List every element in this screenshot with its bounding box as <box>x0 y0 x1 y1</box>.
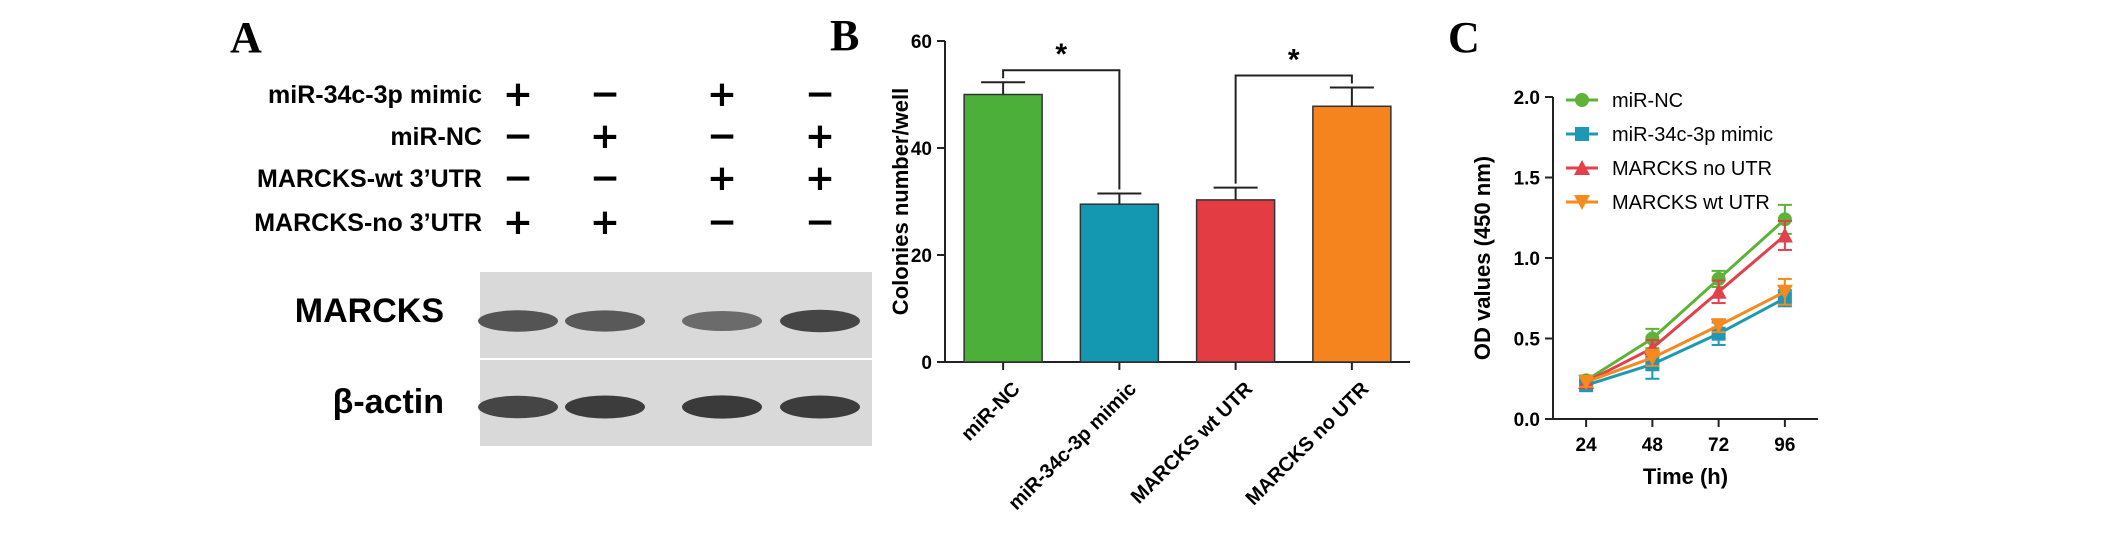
blot-band <box>478 395 558 419</box>
y-axis-label: OD values (450 nm) <box>1470 156 1495 360</box>
x-tick-label: miR-34c-3p mimic <box>1004 378 1141 515</box>
y-tick-label: 0.5 <box>1514 330 1541 351</box>
treatment-sign: + <box>707 158 737 199</box>
series-line <box>1585 290 1786 384</box>
legend-entry: MARCKS wt UTR <box>1612 192 1770 214</box>
marker-circle <box>1645 331 1660 346</box>
treatment-sign: − <box>805 202 835 243</box>
marker-triangle-down <box>1776 284 1793 300</box>
significance-bracket <box>1002 69 1121 190</box>
y-tick-label: 0.0 <box>1514 410 1540 431</box>
x-tick-label: 96 <box>1774 435 1795 456</box>
blot-label: MARCKS <box>295 292 444 330</box>
y-tick-label: 1.5 <box>1514 169 1541 190</box>
series-0 <box>1579 203 1792 388</box>
series-line <box>1585 296 1786 387</box>
legend-entry: miR-NC <box>1612 90 1683 112</box>
treatment-sign: + <box>590 116 620 157</box>
blot-band <box>565 310 645 332</box>
treatment-sign: − <box>805 74 835 115</box>
legend-entry: MARCKS no UTR <box>1612 158 1772 180</box>
x-tick-label: MARCKS no UTR <box>1242 378 1374 510</box>
treatment-row-label: miR-34c-3p mimic <box>268 81 482 109</box>
treatment-sign: + <box>805 158 835 199</box>
panel-b-bar-chart: B 0 20 40 60 Colonies number/well miR-NCmiR-3… <box>830 11 1410 515</box>
treatment-sign: − <box>503 116 533 157</box>
x-axis-label: Time (h) <box>1643 464 1728 489</box>
marker-square <box>1711 326 1726 341</box>
treatment-sign: − <box>503 158 533 199</box>
treatment-sign: + <box>503 74 533 115</box>
treatment-row-label: miR-NC <box>390 123 482 151</box>
treatment-sign: − <box>590 74 620 115</box>
marker-triangle-down <box>1644 350 1661 366</box>
significance-star: * <box>1055 38 1067 71</box>
series-3 <box>1578 277 1793 390</box>
treatment-sign: + <box>805 116 835 157</box>
blot-band <box>478 310 558 332</box>
treatment-row-label: MARCKS-wt 3’UTR <box>257 165 482 193</box>
panel-a: A miR-34c-3p mimic + − + −miR-NC − + − +MARCKS-w… <box>230 13 872 446</box>
y-axis-label: Colonies number/well <box>888 88 913 315</box>
marker-circle <box>1711 271 1726 286</box>
x-tick-label: MARCKS wt UTR <box>1127 378 1258 509</box>
panel-c-line-chart: C 0.0 0.5 1.0 1.5 2.0 24 48 72 96 Time (h) OD valu… <box>1448 13 1818 489</box>
y-tick-label: 1.0 <box>1514 249 1540 270</box>
treatment-sign: + <box>707 74 737 115</box>
panel-a-western-blot: MARCKS β-actin <box>295 272 872 446</box>
panel-c-letter: C <box>1448 13 1480 62</box>
panel-b-letter: B <box>830 11 859 60</box>
x-tick-label: 72 <box>1708 435 1729 456</box>
series-line <box>1585 218 1786 382</box>
y-tick-label: 2.0 <box>1514 88 1540 109</box>
bar <box>1195 199 1276 363</box>
significance-bracket <box>1234 74 1353 184</box>
bar <box>963 93 1043 363</box>
x-tick-label: 24 <box>1576 435 1598 456</box>
blot-band <box>780 309 860 333</box>
bar <box>1312 105 1392 363</box>
x-tick-label: 48 <box>1642 435 1663 456</box>
marker-triangle-down <box>1710 318 1727 334</box>
marker-triangle-up <box>1776 227 1793 243</box>
bar <box>1079 203 1160 363</box>
marker-triangle-up <box>1710 283 1727 299</box>
blot-band <box>565 395 645 419</box>
significance-star: * <box>1288 44 1300 77</box>
legend: miR-NC miR-34c-3p mimic MARCKS no UTR MARCK… <box>1566 90 1773 214</box>
blot-label: β-actin <box>333 383 444 421</box>
marker-square <box>1575 127 1589 141</box>
treatment-sign: + <box>590 202 620 243</box>
y-tick-label: 0 <box>921 353 932 374</box>
marker-triangle-down <box>1574 195 1590 210</box>
legend-entry: miR-34c-3p mimic <box>1612 124 1773 146</box>
blot-band <box>682 311 762 331</box>
panel-a-treatment-table: miR-34c-3p mimic + − + −miR-NC − + − +MARCKS-wt … <box>254 74 835 243</box>
treatment-row-label: MARCKS-no 3’UTR <box>254 209 482 237</box>
treatment-sign: − <box>707 116 737 157</box>
marker-triangle-down <box>1578 374 1595 390</box>
marker-circle <box>1575 93 1589 107</box>
series-line <box>1585 234 1786 384</box>
treatment-sign: − <box>590 158 620 199</box>
x-tick-label: miR-NC <box>957 378 1024 445</box>
panel-a-letter: A <box>230 13 262 62</box>
y-tick-label: 60 <box>911 32 932 53</box>
marker-triangle-up <box>1574 160 1590 175</box>
treatment-sign: + <box>503 202 533 243</box>
blot-band <box>780 395 860 419</box>
marker-circle <box>1777 212 1792 227</box>
blot-band <box>682 395 762 419</box>
treatment-sign: − <box>707 202 737 243</box>
y-tick-label: 40 <box>911 139 932 160</box>
y-tick-label: 20 <box>911 246 932 267</box>
